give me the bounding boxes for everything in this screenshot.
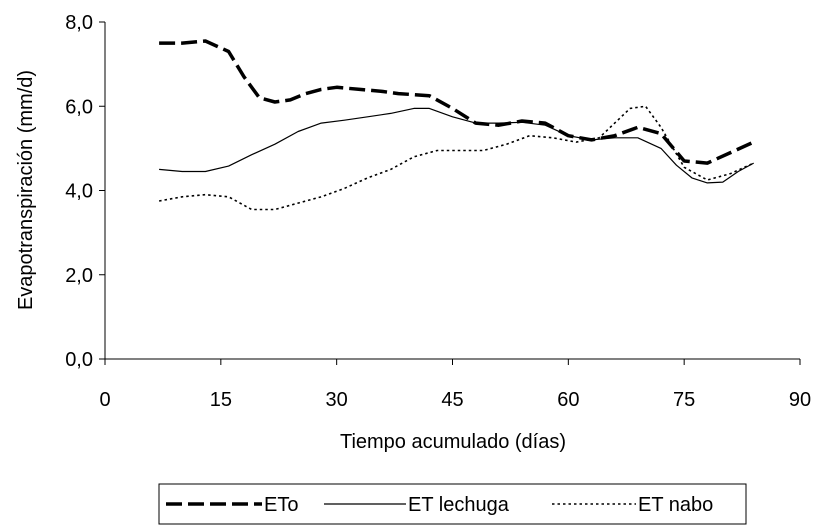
series-line-et-nabo [158, 105, 755, 211]
x-ticks: 0 15 30 45 60 75 90 [99, 359, 811, 411]
legend: ETo ET lechuga ET nabo [158, 483, 747, 525]
y-tick-label: 8,0 [65, 12, 93, 34]
x-tick-label: 0 [99, 389, 110, 411]
x-tick-label: 90 [789, 389, 811, 411]
legend-label: ET lechuga [408, 494, 510, 516]
y-tick-label: 0,0 [65, 349, 93, 371]
y-tick-label: 6,0 [65, 96, 93, 118]
x-tick-label: 30 [326, 389, 348, 411]
x-tick-label: 60 [557, 389, 579, 411]
x-axis-label: Tiempo acumulado (días) [340, 431, 566, 453]
y-tick-label: 2,0 [65, 265, 93, 287]
series-line-et-lechuga [159, 107, 754, 184]
x-tick-label: 15 [210, 389, 232, 411]
axes [104, 22, 800, 360]
x-tick-label: 75 [673, 389, 695, 411]
series-layer [158, 39, 755, 211]
y-axis-label: Evapotranspiración (mm/d) [15, 70, 37, 310]
legend-label: ETo [264, 494, 298, 516]
y-tick-label: 4,0 [65, 181, 93, 203]
y-ticks: 0,0 2,0 4,0 6,0 8,0 [65, 12, 105, 371]
series-line-eto [159, 39, 755, 165]
x-tick-label: 45 [441, 389, 463, 411]
legend-label: ET nabo [638, 494, 713, 516]
